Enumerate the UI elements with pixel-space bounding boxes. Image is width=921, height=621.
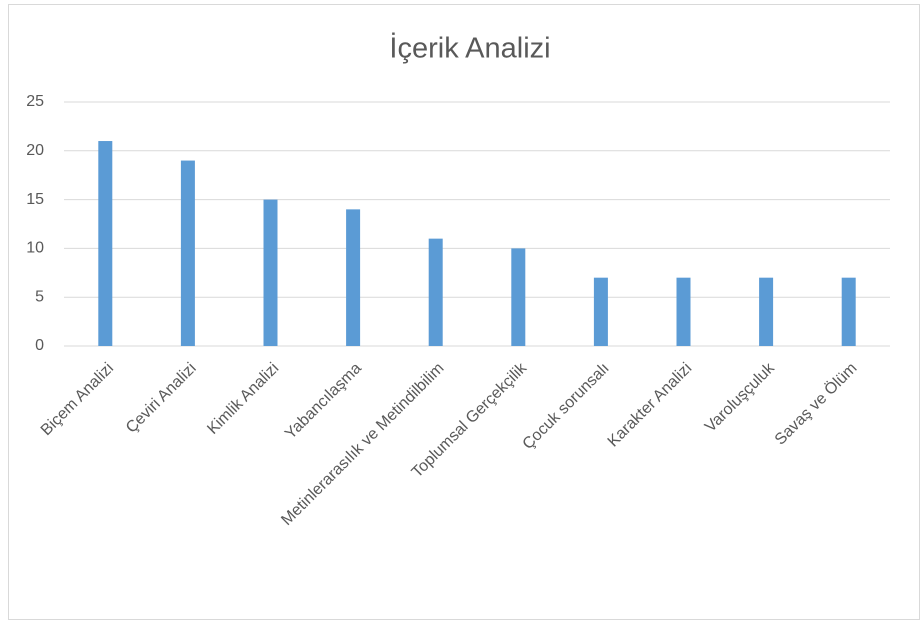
- y-tick-label: 5: [35, 288, 44, 305]
- bar: [676, 277, 691, 346]
- y-tick-label: 15: [26, 191, 44, 208]
- bar: [841, 277, 856, 346]
- bar: [428, 238, 443, 346]
- bar: [759, 277, 774, 346]
- bar: [593, 277, 608, 346]
- y-tick-label: 0: [35, 337, 44, 354]
- y-tick-label: 10: [26, 240, 44, 257]
- chart-title: İçerik Analizi: [389, 32, 550, 65]
- bar: [346, 209, 361, 346]
- y-tick-label: 25: [26, 93, 44, 110]
- y-tick-label: 20: [26, 142, 44, 159]
- chart-border: [8, 4, 920, 620]
- bar: [180, 160, 195, 346]
- bar: [98, 141, 113, 346]
- bar: [263, 199, 278, 346]
- bar: [511, 248, 526, 346]
